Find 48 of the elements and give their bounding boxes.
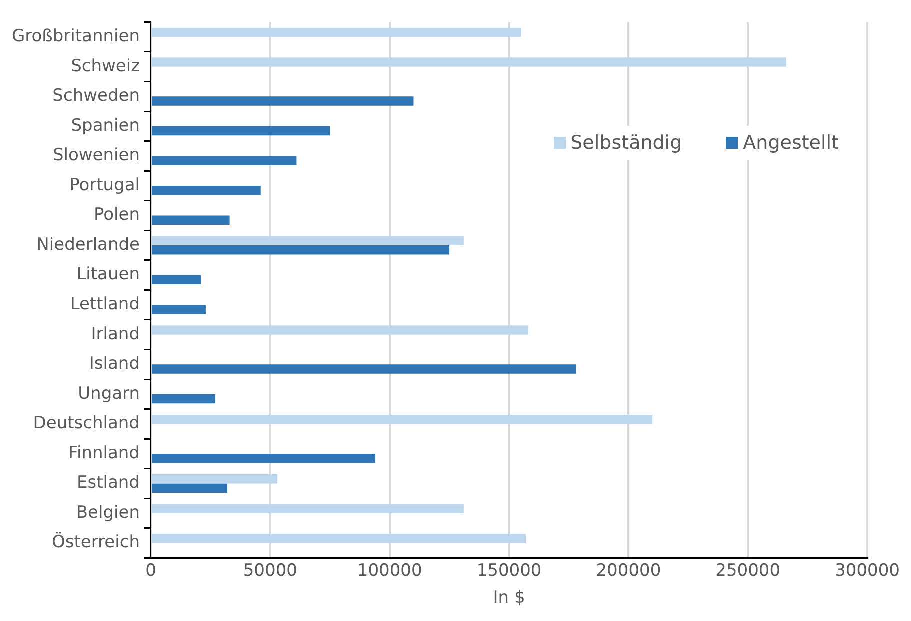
bar — [152, 364, 576, 374]
x-tick-label: 200000 — [596, 560, 662, 581]
y-tick-label: Polen — [94, 205, 140, 226]
bar — [152, 126, 330, 136]
bar — [152, 246, 450, 255]
y-tick-label: Spanien — [71, 116, 140, 136]
y-tick-label: Slowenien — [52, 146, 140, 166]
bar — [152, 305, 206, 314]
bar — [152, 394, 216, 404]
bar — [152, 454, 376, 464]
bar — [152, 216, 230, 225]
bar — [152, 156, 297, 166]
y-tick-label: Litauen — [76, 264, 140, 285]
x-tick-label: 150000 — [476, 560, 542, 581]
bar — [152, 474, 278, 484]
y-tick-label: Island — [89, 354, 140, 374]
bar — [152, 58, 786, 67]
y-tick-label: Schweden — [52, 86, 140, 106]
bar — [152, 96, 414, 106]
x-axis-title: In $ — [493, 588, 526, 608]
x-tick-label: 0 — [146, 560, 156, 581]
y-tick-label: Deutschland — [33, 414, 140, 434]
bar — [152, 504, 464, 514]
bar — [152, 275, 202, 285]
bar — [152, 326, 528, 335]
bar — [152, 186, 261, 196]
y-tick-label: Portugal — [70, 175, 140, 196]
bar — [152, 534, 526, 544]
x-tick-label: 50000 — [243, 560, 298, 581]
y-tick-label: Österreich — [52, 532, 140, 553]
legend-label: Angestellt — [743, 132, 839, 154]
y-tick-label: Belgien — [76, 502, 140, 523]
legend-label: Selbständig — [570, 132, 682, 154]
bar — [152, 28, 522, 38]
bar — [152, 414, 653, 424]
x-tick-label: 100000 — [357, 560, 422, 581]
y-tick-label: Niederlande — [36, 234, 140, 255]
y-tick-label: Finnland — [68, 443, 140, 464]
bar — [152, 236, 464, 246]
y-tick-label: Estland — [77, 473, 140, 494]
y-tick-label: Irland — [91, 324, 140, 344]
y-tick-label: Lettland — [70, 294, 140, 315]
x-tick-label: 250000 — [716, 560, 781, 581]
y-tick-label: Schweiz — [71, 56, 140, 76]
bar — [152, 484, 228, 493]
x-tick-label: 300000 — [835, 560, 900, 581]
y-tick-label: Großbritannien — [12, 26, 140, 47]
y-tick-label: Ungarn — [78, 384, 140, 404]
